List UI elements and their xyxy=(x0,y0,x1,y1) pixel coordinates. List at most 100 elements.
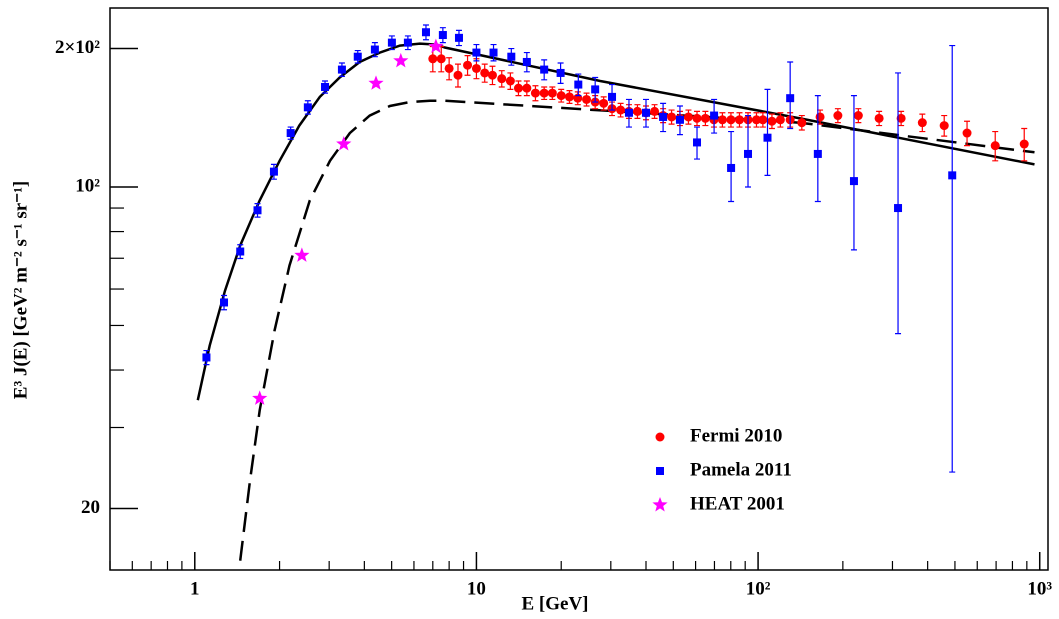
marker-square xyxy=(540,65,549,74)
marker-circle xyxy=(990,141,1000,151)
marker-circle xyxy=(833,111,843,121)
model-curve xyxy=(196,42,1035,401)
marker-circle xyxy=(522,83,532,93)
marker-square xyxy=(370,45,379,54)
marker-square xyxy=(641,108,650,117)
marker-circle xyxy=(480,68,490,78)
marker-square xyxy=(454,33,463,42)
error-bar xyxy=(764,88,771,176)
error-bar xyxy=(814,95,821,203)
marker-star xyxy=(368,75,384,90)
marker-circle xyxy=(767,116,777,126)
error-bar xyxy=(895,72,902,335)
marker-square xyxy=(675,115,684,124)
y-tick-label: 20 xyxy=(81,497,100,518)
marker-square xyxy=(353,52,362,61)
marker-circle xyxy=(650,106,660,116)
x-tick-label: 10² xyxy=(746,578,771,599)
marker-square xyxy=(438,31,447,40)
marker-square xyxy=(472,48,481,57)
marker-square xyxy=(786,94,795,103)
marker-square xyxy=(659,112,668,121)
marker-square xyxy=(693,138,702,147)
marker-circle xyxy=(632,106,642,116)
marker-circle xyxy=(751,115,761,125)
marker-circle xyxy=(939,121,949,131)
marker-circle xyxy=(599,98,609,108)
marker-square xyxy=(286,129,295,138)
marker-circle xyxy=(616,105,626,115)
marker-square xyxy=(321,82,330,91)
marker-square xyxy=(337,65,346,74)
marker-square xyxy=(656,467,664,475)
marker-circle xyxy=(815,112,825,122)
y-axis-title: E³ J(E) [GeV² m⁻² s⁻¹ sr⁻¹] xyxy=(10,181,31,399)
marker-circle xyxy=(797,118,807,128)
x-tick-label: 10³ xyxy=(1027,578,1052,599)
marker-square xyxy=(387,38,396,47)
marker-circle xyxy=(463,60,473,70)
marker-circle xyxy=(758,115,768,125)
marker-circle xyxy=(487,70,497,80)
x-tick-label: 10 xyxy=(467,578,486,599)
marker-circle xyxy=(436,54,446,64)
marker-circle xyxy=(917,118,927,128)
marker-circle xyxy=(775,115,785,125)
marker-square xyxy=(948,171,957,180)
x-tick-label: 1 xyxy=(190,578,200,599)
marker-square xyxy=(220,298,229,307)
marker-square xyxy=(202,353,211,362)
marker-circle xyxy=(692,113,702,123)
marker-square xyxy=(894,204,903,213)
marker-square xyxy=(489,48,498,57)
marker-circle xyxy=(874,113,884,123)
marker-square xyxy=(849,177,858,186)
marker-circle xyxy=(683,112,693,122)
marker-circle xyxy=(453,70,463,80)
marker-square xyxy=(813,149,822,158)
marker-circle xyxy=(513,83,523,93)
marker-star xyxy=(294,247,310,262)
marker-circle xyxy=(497,74,507,84)
marker-circle xyxy=(667,112,677,122)
marker-circle xyxy=(726,115,736,125)
marker-square xyxy=(608,92,617,101)
marker-circle xyxy=(582,94,592,104)
marker-star xyxy=(336,136,352,151)
marker-square xyxy=(574,80,583,89)
marker-square xyxy=(624,108,633,117)
error-bar xyxy=(949,44,956,473)
marker-circle xyxy=(734,115,744,125)
marker-square xyxy=(744,149,753,158)
marker-circle xyxy=(428,54,438,64)
marker-square xyxy=(727,163,736,172)
marker-square xyxy=(591,85,600,94)
marker-circle xyxy=(444,63,454,73)
marker-square xyxy=(710,111,719,120)
marker-circle xyxy=(505,76,515,86)
marker-square xyxy=(556,68,565,77)
marker-circle xyxy=(962,128,972,138)
marker-circle xyxy=(564,92,574,102)
marker-square xyxy=(403,38,412,47)
marker-star xyxy=(252,390,268,405)
marker-circle xyxy=(655,432,665,442)
marker-square xyxy=(763,133,772,142)
error-bar xyxy=(850,95,857,251)
marker-circle xyxy=(471,63,481,73)
marker-circle xyxy=(530,88,540,98)
y-tick-label: 10² xyxy=(75,175,100,196)
marker-square xyxy=(507,52,516,61)
legend-label: Fermi 2010 xyxy=(690,425,782,446)
marker-circle xyxy=(556,91,566,101)
marker-square xyxy=(303,103,312,112)
y-tick-label: 2×10² xyxy=(55,37,100,58)
marker-star xyxy=(393,52,409,68)
legend-label: HEAT 2001 xyxy=(690,493,785,514)
marker-circle xyxy=(539,88,549,98)
marker-circle xyxy=(717,115,727,125)
marker-square xyxy=(236,247,245,256)
marker-circle xyxy=(853,111,863,121)
marker-star xyxy=(428,38,444,53)
